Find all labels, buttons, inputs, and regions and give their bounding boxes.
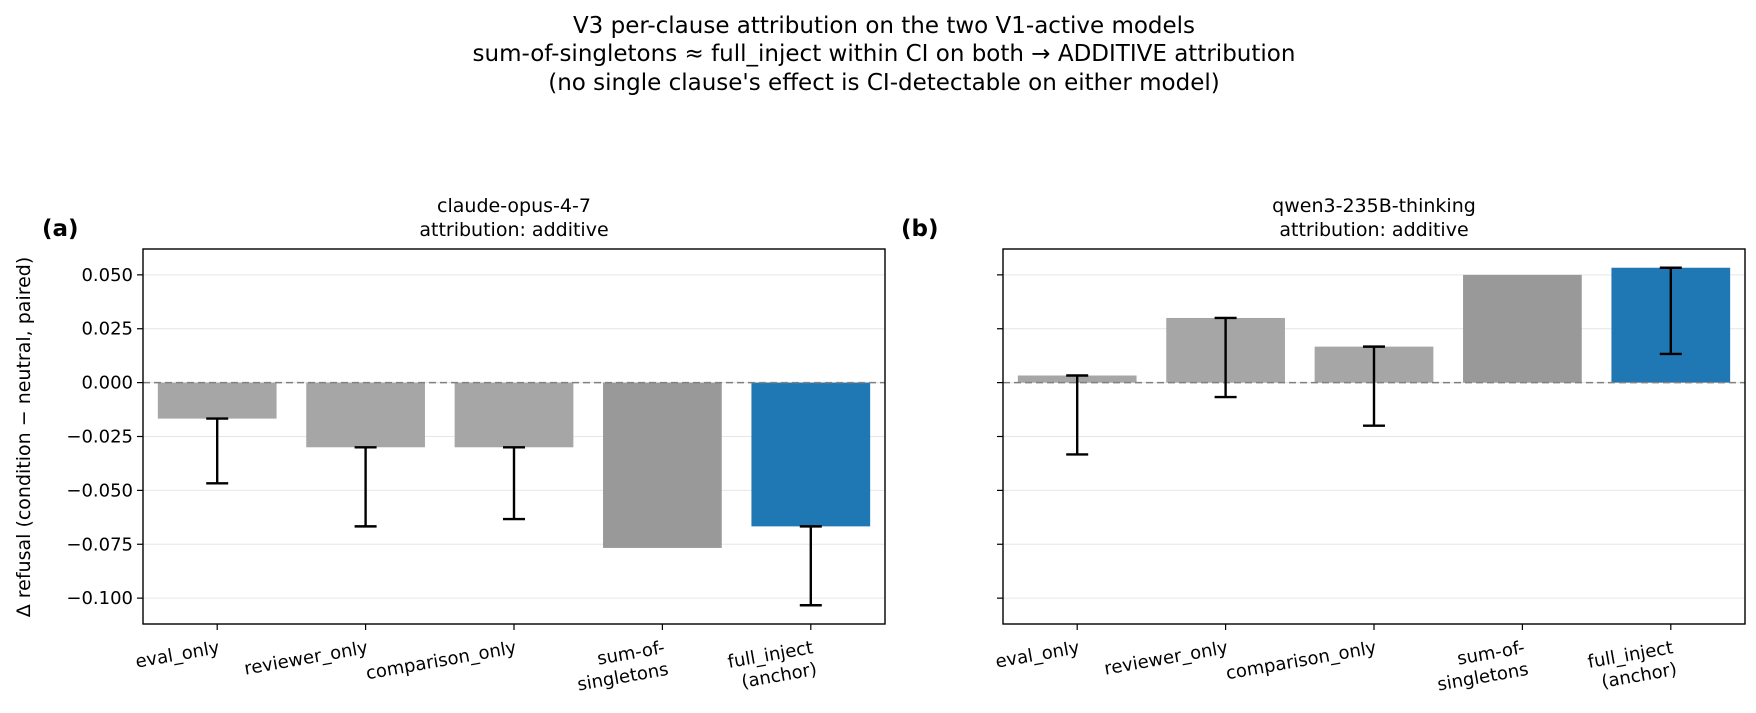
y-axis-label: Δ refusal (condition − neutral, paired) xyxy=(13,257,35,618)
x-tick-label-line: eval_only xyxy=(134,637,222,672)
bar-comparison-only xyxy=(454,382,574,448)
y-tick-label: −0.050 xyxy=(66,480,133,501)
x-tick-label: eval_only xyxy=(994,637,1082,672)
x-tick-label: reviewer_only xyxy=(243,637,370,679)
bar-sum-of xyxy=(1463,274,1582,383)
x-tick-label: sum-of-singletons xyxy=(572,637,670,695)
suptitle-line-2: sum-of-singletons ≈ full_inject within C… xyxy=(473,41,1296,67)
panel-title-line: attribution: additive xyxy=(1279,219,1468,241)
x-tick-label-line: reviewer_only xyxy=(1103,637,1230,679)
x-tick-label-line: reviewer_only xyxy=(243,637,370,679)
x-tick-label-line: comparison_only xyxy=(1224,637,1378,684)
x-tick-label: full_inject(anchor) xyxy=(726,637,818,694)
x-tick-label-line: eval_only xyxy=(994,637,1082,672)
x-tick-label: sum-of-singletons xyxy=(1432,637,1530,695)
panel-label: (b) xyxy=(901,216,939,242)
panel-title-line: claude-opus-4-7 xyxy=(437,195,591,217)
y-tick-label: 0.025 xyxy=(81,319,133,340)
suptitle-line-1: V3 per-clause attribution on the two V1-… xyxy=(573,13,1195,39)
bar-reviewer-only xyxy=(306,382,425,448)
suptitle-line-3: (no single clause's effect is CI-detecta… xyxy=(548,70,1219,96)
panel-label: (a) xyxy=(42,216,79,242)
bar-sum-of xyxy=(603,382,722,548)
panel-a: 0.050 0.025 0.000 −0.025 −0.050 −0.075 −0.100 e… xyxy=(42,195,886,696)
x-tick-label: comparison_only xyxy=(1224,637,1378,684)
panel-title-line: attribution: additive xyxy=(419,219,608,241)
y-tick-label: −0.025 xyxy=(66,427,133,448)
bar-eval-only xyxy=(157,382,277,419)
x-tick-label: full_inject(anchor) xyxy=(1586,637,1678,694)
y-tick-label: 0.050 xyxy=(81,265,133,286)
x-tick-label: comparison_only xyxy=(364,637,518,684)
x-tick-label: eval_only xyxy=(134,637,222,672)
x-tick-label-line: comparison_only xyxy=(364,637,518,684)
y-tick-label: −0.100 xyxy=(66,588,133,609)
x-tick-label: reviewer_only xyxy=(1103,637,1230,679)
bar-full-inject xyxy=(751,382,871,527)
y-tick-label: −0.075 xyxy=(66,534,133,555)
panel-title-line: qwen3-235B-thinking xyxy=(1272,195,1476,217)
y-tick-label: 0.000 xyxy=(81,373,133,394)
